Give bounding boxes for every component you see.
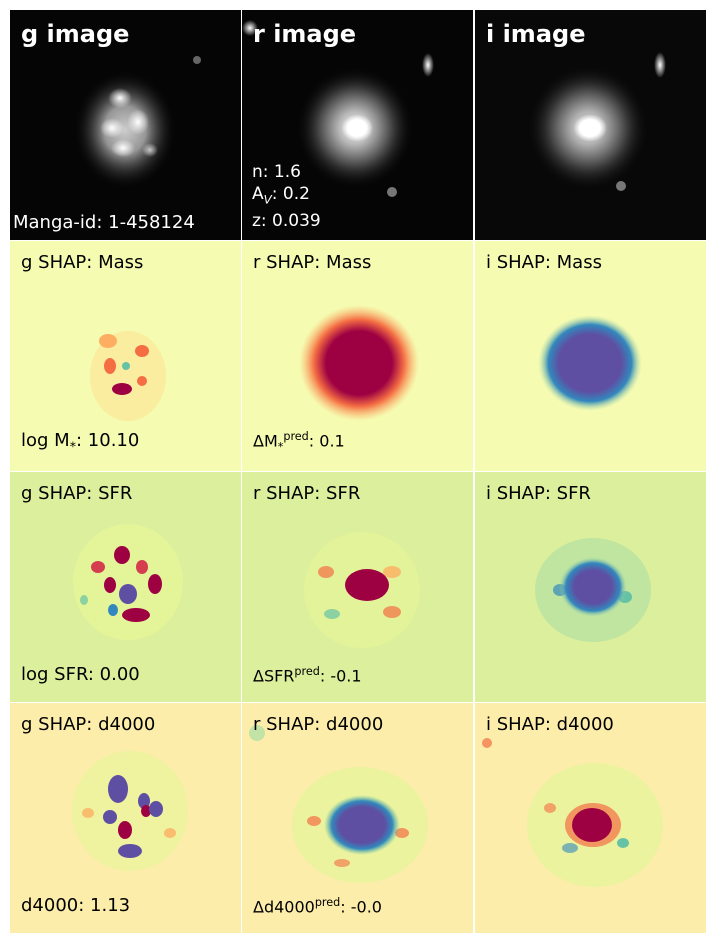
g-shap-d4000-title: g SHAP: d4000 <box>21 714 156 735</box>
d4000-value: d4000: 1.13 <box>21 895 131 916</box>
i-shap-d4000-title: i SHAP: d4000 <box>486 714 614 735</box>
r-shap-d4000-panel: r SHAP: d4000 Δd4000pred: -0.0 <box>242 703 473 933</box>
delta-d4000-pred: Δd4000pred: -0.0 <box>253 895 382 916</box>
g-shap-d4000-map <box>10 703 241 933</box>
g-image-galaxy <box>10 10 241 240</box>
g-shap-sfr-panel: g SHAP: SFR log SFR: 0.00 <box>10 472 241 702</box>
i-image-panel: i image <box>475 10 706 240</box>
r-shap-mass-map <box>242 241 473 471</box>
log-sfr-value: log SFR: 0.00 <box>21 664 140 685</box>
i-shap-sfr-map <box>475 472 706 702</box>
log-mass-value: log M*: 10.10 <box>21 430 140 454</box>
g-image-panel: g image Manga-id: 1-458124 <box>10 10 241 240</box>
i-shap-sfr-panel: i SHAP: SFR <box>475 472 706 702</box>
delta-sfr-pred: ΔSFRpred: -0.1 <box>253 664 362 685</box>
i-image-galaxy <box>475 10 706 240</box>
i-shap-d4000-panel: i SHAP: d4000 <box>475 703 706 933</box>
i-shap-mass-map <box>475 241 706 471</box>
extinction-label: AV: 0.2 <box>252 183 310 206</box>
g-shap-mass-map <box>10 241 241 471</box>
g-shap-sfr-title: g SHAP: SFR <box>21 483 133 504</box>
i-shap-sfr-title: i SHAP: SFR <box>486 483 591 504</box>
r-shap-d4000-title: r SHAP: d4000 <box>253 714 384 735</box>
r-shap-mass-panel: r SHAP: Mass ΔM*pred: 0.1 <box>242 241 473 471</box>
r-image-title: r image <box>253 20 357 48</box>
galaxy-params: n: 1.6 AV: 0.2 z: 0.039 <box>252 161 321 232</box>
delta-mass-pred: ΔM*pred: 0.1 <box>253 430 345 454</box>
g-shap-mass-title: g SHAP: Mass <box>21 252 144 273</box>
redshift-label: z: 0.039 <box>252 211 321 231</box>
figure-grid: g image Manga-id: 1-458124 r image n: 1.… <box>10 10 706 934</box>
g-shap-mass-panel: g SHAP: Mass log M*: 10.10 <box>10 241 241 471</box>
r-shap-sfr-map <box>242 472 473 702</box>
i-shap-d4000-map <box>475 703 706 933</box>
r-shap-sfr-title: r SHAP: SFR <box>253 483 361 504</box>
r-image-galaxy <box>242 10 473 240</box>
i-shap-mass-title: i SHAP: Mass <box>486 252 602 273</box>
r-shap-mass-title: r SHAP: Mass <box>253 252 372 273</box>
g-image-title: g image <box>21 20 130 48</box>
r-image-panel: r image n: 1.6 AV: 0.2 z: 0.039 <box>242 10 473 240</box>
g-shap-sfr-map <box>10 472 241 702</box>
manga-id-label: Manga-id: 1-458124 <box>13 212 195 233</box>
i-shap-mass-panel: i SHAP: Mass <box>475 241 706 471</box>
sersic-n-label: n: 1.6 <box>252 161 301 182</box>
r-shap-d4000-map <box>242 703 473 933</box>
g-shap-d4000-panel: g SHAP: d4000 d4000: 1.13 <box>10 703 241 933</box>
i-image-title: i image <box>486 20 586 48</box>
r-shap-sfr-panel: r SHAP: SFR ΔSFRpred: -0.1 <box>242 472 473 702</box>
